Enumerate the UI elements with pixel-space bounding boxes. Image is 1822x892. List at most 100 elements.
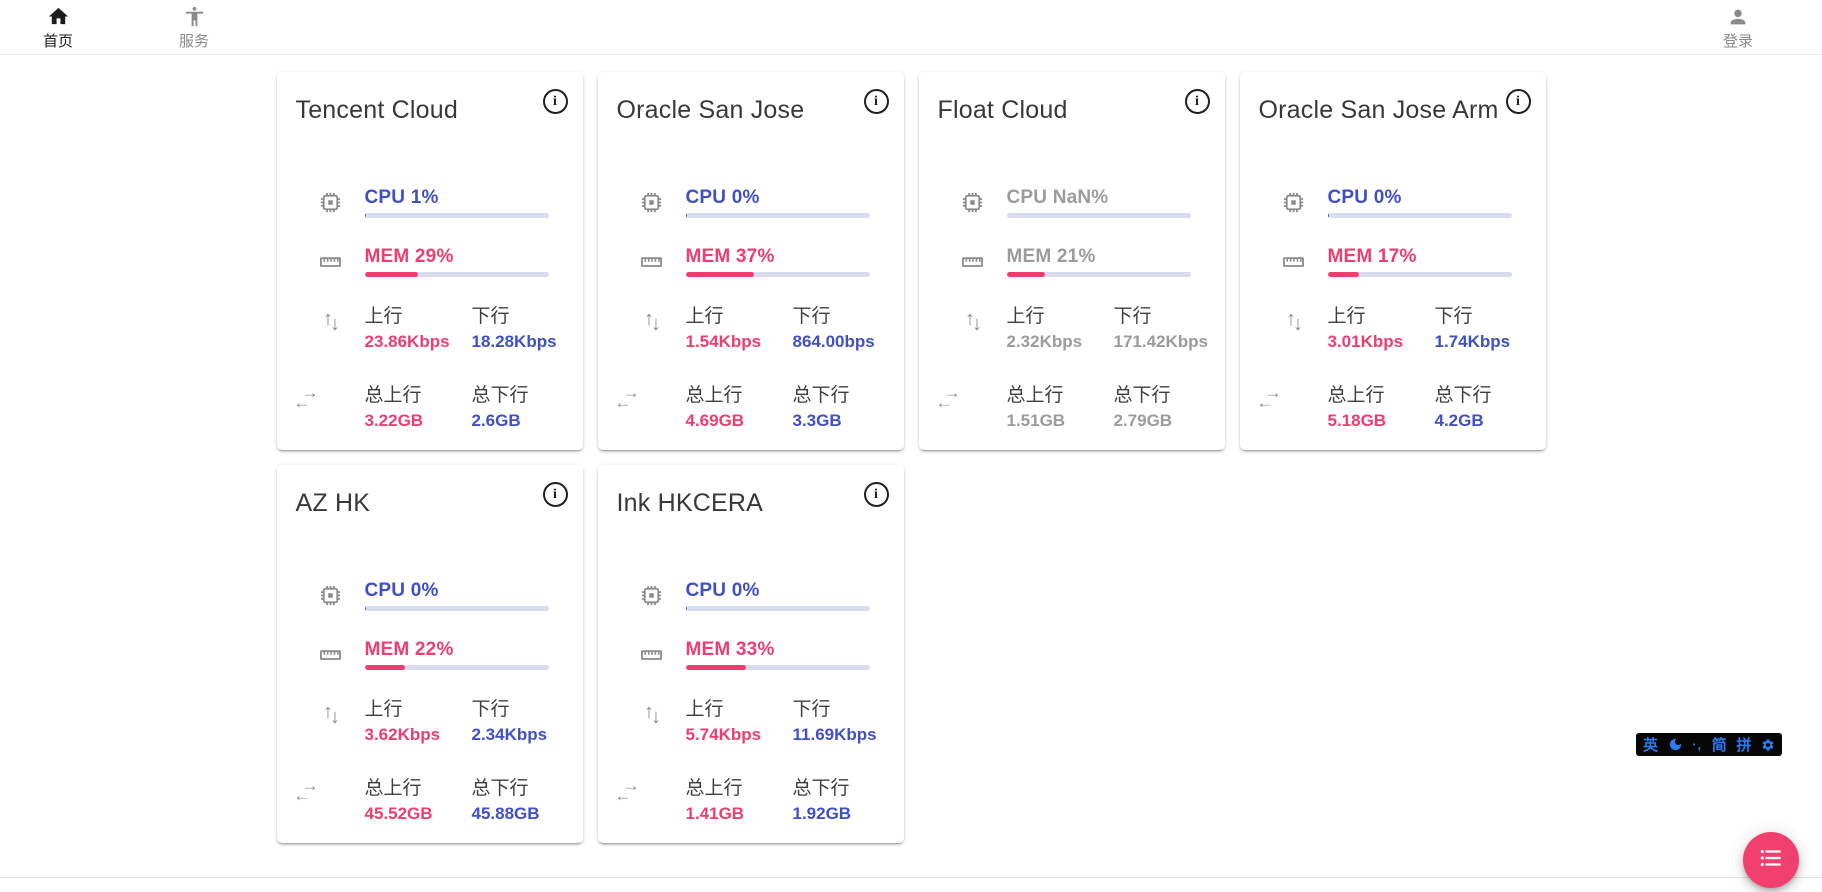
total-upload-label: 总上行: [685, 385, 743, 406]
server-card: Tencent Cloud i CPU 1%: [276, 72, 583, 450]
download-speed-value: 2.34Kbps: [471, 725, 548, 744]
total-upload-value: 3.22GB: [364, 411, 424, 430]
mem-usage-label: MEM 22%: [364, 639, 454, 660]
info-icon[interactable]: i: [542, 89, 568, 114]
total-upload-label: 总上行: [1327, 385, 1385, 406]
total-download-label: 总下行: [792, 778, 850, 799]
top-nav: 首页 服务 登录: [0, 0, 1822, 55]
info-icon[interactable]: i: [1505, 89, 1531, 114]
up-down-arrows-icon: ↑ ↓: [1286, 308, 1303, 335]
download-label: 下行: [792, 699, 831, 720]
mem-usage-label: MEM 37%: [685, 246, 775, 267]
nav-item-login-label: 登录: [1722, 32, 1753, 50]
server-card: Ink HKCERA i CPU 0%: [597, 465, 904, 843]
download-speed-value: 18.28Kbps: [471, 332, 557, 351]
mem-progress-bar: [1327, 272, 1512, 277]
server-card: AZ HK i CPU 0% M: [276, 465, 583, 843]
nav-item-home[interactable]: 首页: [26, 4, 90, 51]
cpu-chip-icon: [1259, 189, 1328, 216]
upload-speed-value: 5.74Kbps: [685, 725, 762, 744]
cpu-usage-label: CPU NaN%: [1006, 187, 1109, 208]
server-card-grid: Tencent Cloud i CPU 1%: [276, 72, 1546, 843]
mem-stat-row: MEM 33%: [617, 639, 885, 670]
nav-item-services[interactable]: 服务: [162, 4, 226, 51]
nav-item-home-label: 首页: [42, 32, 73, 50]
info-icon[interactable]: i: [863, 89, 889, 114]
server-name: Ink HKCERA: [616, 489, 763, 517]
nav-item-services-label: 服务: [178, 32, 209, 50]
mem-progress-bar: [364, 272, 549, 277]
moon-icon[interactable]: [1668, 737, 1683, 752]
network-speed-row: ↑ ↓ 上行 2.32Kbps 下行 171.42Kbps: [938, 301, 1209, 352]
total-upload-value: 1.51GB: [1006, 411, 1066, 430]
gear-icon[interactable]: [1761, 738, 1775, 752]
home-icon: [47, 4, 70, 28]
swap-arrows-icon: → ←: [293, 383, 319, 412]
total-upload-label: 总上行: [685, 778, 743, 799]
server-card: Oracle San Jose Arm i CPU 0%: [1239, 72, 1546, 450]
cpu-progress-bar: [685, 213, 870, 218]
total-download-label: 总下行: [1113, 385, 1171, 406]
cpu-chip-icon: [617, 582, 686, 609]
total-download-value: 2.6GB: [471, 411, 521, 430]
swap-arrows-icon: → ←: [935, 383, 961, 412]
total-download-value: 2.79GB: [1113, 411, 1173, 430]
cpu-stat-row: CPU NaN%: [938, 187, 1206, 218]
info-icon[interactable]: i: [542, 482, 568, 507]
mem-stat-row: MEM 21%: [938, 246, 1206, 277]
person-icon: [1727, 4, 1749, 28]
up-down-arrows-icon: ↑ ↓: [644, 308, 661, 335]
ime-english-indicator[interactable]: 英: [1643, 737, 1659, 754]
cpu-stat-row: CPU 0%: [1259, 187, 1527, 218]
total-upload-value: 45.52GB: [364, 804, 433, 823]
total-download-value: 4.2GB: [1434, 411, 1484, 430]
cpu-stat-row: CPU 0%: [296, 580, 564, 611]
info-icon[interactable]: i: [1184, 89, 1210, 114]
network-speed-row: ↑ ↓ 上行 5.74Kbps 下行 11.69Kbps: [617, 694, 885, 745]
ime-simplified-indicator[interactable]: 简: [1711, 737, 1727, 754]
mem-progress-bar: [685, 665, 870, 670]
ime-status-bar[interactable]: 英 ·, 简 拼: [1636, 733, 1782, 756]
accessibility-icon: [183, 4, 206, 28]
ime-punctuation-indicator[interactable]: ·,: [1692, 737, 1703, 752]
swap-arrows-icon: → ←: [614, 776, 640, 805]
network-total-row: → ← 总上行 4.69GB 总下行 3.3GB: [614, 380, 885, 431]
total-download-label: 总下行: [471, 778, 529, 799]
total-upload-value: 1.41GB: [685, 804, 745, 823]
network-speed-row: ↑ ↓ 上行 3.62Kbps 下行 2.34Kbps: [296, 694, 564, 745]
download-speed-value: 864.00bps: [792, 332, 875, 351]
server-list-fab[interactable]: [1743, 832, 1799, 888]
mem-stat-row: MEM 29%: [296, 246, 564, 277]
cpu-progress-bar: [364, 606, 549, 611]
upload-label: 上行: [364, 699, 403, 720]
upload-speed-value: 2.32Kbps: [1006, 332, 1083, 351]
info-icon[interactable]: i: [863, 482, 889, 507]
cpu-usage-label: CPU 0%: [685, 187, 760, 208]
total-upload-value: 5.18GB: [1327, 411, 1387, 430]
mem-progress-bar: [1006, 272, 1191, 277]
nav-item-login[interactable]: 登录: [1706, 4, 1770, 51]
cpu-chip-icon: [938, 189, 1007, 216]
server-name: Float Cloud: [937, 96, 1068, 124]
total-download-label: 总下行: [792, 385, 850, 406]
download-speed-value: 171.42Kbps: [1113, 332, 1209, 351]
cpu-progress-bar: [1327, 213, 1512, 218]
ruler-icon: [938, 248, 1007, 275]
cpu-stat-row: CPU 0%: [617, 580, 885, 611]
swap-arrows-icon: → ←: [614, 383, 640, 412]
mem-usage-label: MEM 17%: [1327, 246, 1417, 267]
download-label: 下行: [471, 699, 510, 720]
ime-pinyin-indicator[interactable]: 拼: [1736, 737, 1752, 754]
cpu-chip-icon: [296, 582, 365, 609]
mem-stat-row: MEM 22%: [296, 639, 564, 670]
ruler-icon: [1259, 248, 1328, 275]
upload-label: 上行: [1327, 306, 1366, 327]
up-down-arrows-icon: ↑ ↓: [644, 701, 661, 728]
swap-arrows-icon: → ←: [293, 776, 319, 805]
server-name: Tencent Cloud: [295, 96, 458, 124]
upload-speed-value: 23.86Kbps: [364, 332, 450, 351]
upload-label: 上行: [1006, 306, 1045, 327]
up-down-arrows-icon: ↑ ↓: [323, 701, 340, 728]
upload-label: 上行: [364, 306, 403, 327]
upload-label: 上行: [685, 699, 724, 720]
